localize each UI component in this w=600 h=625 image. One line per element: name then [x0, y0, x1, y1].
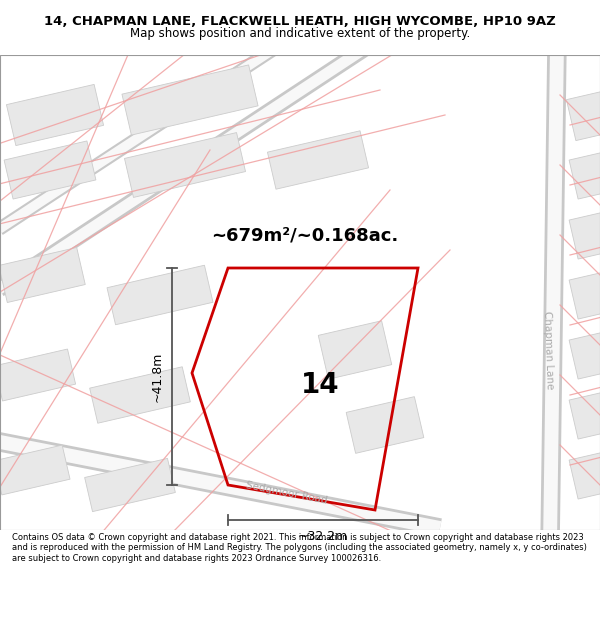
- Polygon shape: [89, 367, 190, 423]
- Text: ~679m²/~0.168ac.: ~679m²/~0.168ac.: [211, 227, 398, 245]
- Text: Chapman Lane: Chapman Lane: [542, 311, 554, 389]
- Polygon shape: [569, 321, 600, 379]
- Polygon shape: [569, 201, 600, 259]
- Polygon shape: [268, 131, 368, 189]
- Polygon shape: [569, 441, 600, 499]
- Polygon shape: [124, 132, 245, 198]
- Text: ~32.2m: ~32.2m: [298, 530, 348, 543]
- Polygon shape: [569, 381, 600, 439]
- Polygon shape: [0, 445, 70, 495]
- Text: ~41.8m: ~41.8m: [151, 351, 164, 402]
- Polygon shape: [318, 321, 392, 379]
- Text: 14: 14: [301, 371, 340, 399]
- Polygon shape: [122, 65, 258, 135]
- Polygon shape: [7, 84, 104, 146]
- Polygon shape: [566, 79, 600, 141]
- Polygon shape: [85, 458, 175, 512]
- Polygon shape: [0, 349, 76, 401]
- Polygon shape: [569, 141, 600, 199]
- Polygon shape: [107, 265, 213, 325]
- Polygon shape: [0, 248, 85, 302]
- Text: 14, CHAPMAN LANE, FLACKWELL HEATH, HIGH WYCOMBE, HP10 9AZ: 14, CHAPMAN LANE, FLACKWELL HEATH, HIGH …: [44, 16, 556, 28]
- Polygon shape: [569, 261, 600, 319]
- Text: Contains OS data © Crown copyright and database right 2021. This information is : Contains OS data © Crown copyright and d…: [12, 533, 587, 562]
- Polygon shape: [346, 397, 424, 453]
- Text: Map shows position and indicative extent of the property.: Map shows position and indicative extent…: [130, 27, 470, 39]
- Polygon shape: [4, 141, 96, 199]
- Text: Sedgmoor Road: Sedgmoor Road: [245, 480, 328, 506]
